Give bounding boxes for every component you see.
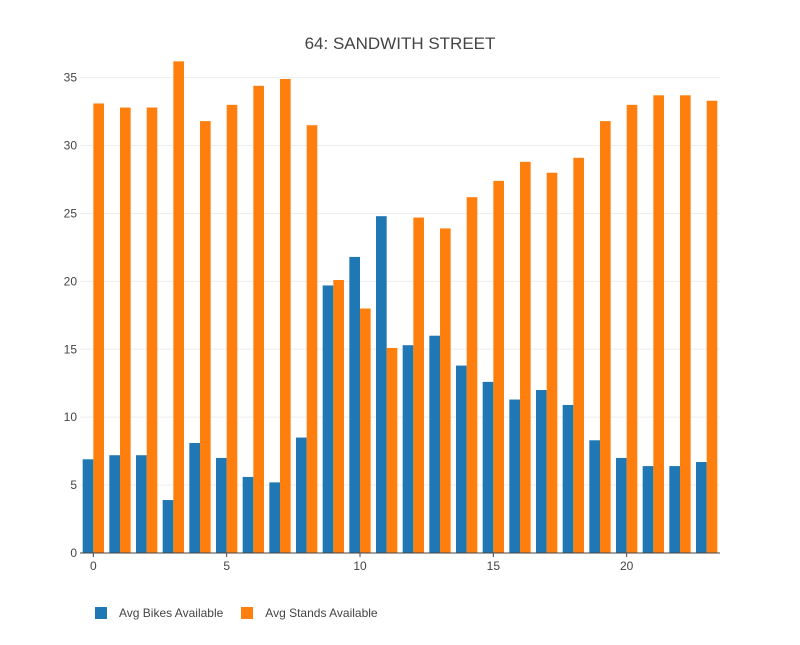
bar-bikes[interactable] — [456, 365, 467, 553]
legend-label-bikes: Avg Bikes Available — [119, 606, 224, 620]
y-tick-label: 20 — [64, 274, 78, 288]
bar-stands[interactable] — [200, 121, 211, 554]
y-tick-label: 30 — [64, 139, 78, 153]
bar-stands[interactable] — [493, 180, 504, 553]
bar-bikes[interactable] — [562, 404, 574, 553]
bar-bikes[interactable] — [669, 466, 680, 553]
bar-bikes[interactable] — [376, 216, 387, 553]
bars — [82, 61, 718, 554]
bar-stands[interactable] — [573, 157, 584, 553]
bar-stands[interactable] — [360, 308, 371, 553]
bar-stands[interactable] — [653, 95, 664, 554]
bar-stands[interactable] — [226, 104, 238, 554]
legend-item-bikes[interactable]: Avg Bikes Available — [95, 606, 223, 620]
bar-bikes[interactable] — [349, 256, 360, 553]
bar-bikes[interactable] — [616, 457, 627, 553]
y-tick-label: 25 — [64, 206, 78, 220]
bar-stands[interactable] — [520, 161, 531, 553]
bar-bikes[interactable] — [109, 455, 120, 553]
x-tick-label: 0 — [90, 559, 97, 573]
bar-stands[interactable] — [280, 79, 291, 554]
x-tick-label: 5 — [223, 559, 230, 573]
bar-stands[interactable] — [680, 95, 691, 554]
bar-bikes[interactable] — [269, 482, 280, 553]
bar-bikes[interactable] — [589, 440, 600, 553]
x-tick-label: 10 — [353, 559, 367, 573]
x-tick-label: 15 — [487, 559, 501, 573]
bar-stands[interactable] — [386, 347, 398, 553]
bar-stands[interactable] — [253, 85, 264, 553]
bar-bikes[interactable] — [82, 459, 94, 553]
bar-stands[interactable] — [706, 100, 718, 553]
bar-bikes[interactable] — [296, 437, 307, 553]
bar-bikes[interactable] — [696, 462, 707, 553]
bar-stands[interactable] — [546, 172, 558, 553]
bar-bikes[interactable] — [242, 476, 254, 553]
bar-stands[interactable] — [120, 107, 131, 554]
legend: Avg Bikes Available Avg Stands Available — [95, 606, 378, 620]
bar-bikes[interactable] — [216, 457, 227, 553]
bar-bikes[interactable] — [322, 285, 334, 553]
bar-stands[interactable] — [626, 104, 638, 554]
bar-bikes[interactable] — [136, 455, 147, 553]
bar-stands[interactable] — [93, 103, 104, 553]
axes: 0 5 10 15 20 25 30 35 0 5 10 15 20 — [64, 71, 720, 573]
bar-stands[interactable] — [306, 125, 318, 553]
y-tick-label: 35 — [64, 71, 78, 85]
y-tick-label: 0 — [70, 546, 77, 560]
y-tick-label: 10 — [64, 410, 78, 424]
legend-item-stands[interactable]: Avg Stands Available — [241, 606, 378, 620]
y-tick-label: 5 — [70, 478, 77, 492]
bar-bikes[interactable] — [536, 390, 547, 553]
bar-bikes[interactable] — [482, 381, 494, 553]
bar-stands[interactable] — [413, 217, 424, 553]
bar-stands[interactable] — [173, 61, 184, 554]
bar-stands[interactable] — [600, 121, 611, 554]
bar-stands[interactable] — [333, 280, 344, 553]
bar-stands[interactable] — [146, 107, 158, 554]
y-tick-label: 15 — [64, 342, 78, 356]
bar-bikes[interactable] — [402, 345, 414, 553]
bar-stands[interactable] — [440, 228, 451, 553]
bar-bikes[interactable] — [509, 399, 520, 553]
legend-swatch-stands — [241, 607, 254, 619]
bar-bikes[interactable] — [162, 500, 174, 553]
bar-bikes[interactable] — [189, 442, 200, 553]
bar-stands[interactable] — [466, 197, 478, 554]
legend-label-stands: Avg Stands Available — [265, 606, 378, 620]
bar-bikes[interactable] — [429, 335, 440, 553]
chart-title: 64: SANDWITH STREET — [305, 34, 496, 53]
legend-swatch-bikes — [95, 607, 107, 619]
grid-lines — [80, 77, 720, 486]
bar-bikes[interactable] — [642, 466, 654, 553]
x-tick-label: 20 — [620, 559, 634, 573]
